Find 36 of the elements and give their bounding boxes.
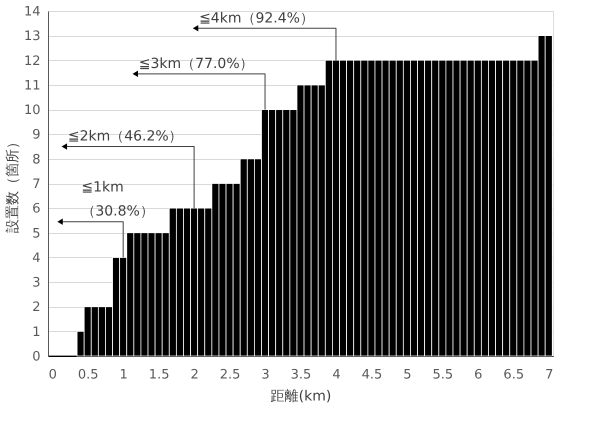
y-tick-label: 9	[32, 128, 40, 143]
annotation: ≦1km （30.8%）	[81, 180, 154, 220]
x-tick-label: 3.5	[290, 368, 312, 382]
y-tick-label: 4	[32, 250, 40, 266]
x-tick-label: 3	[261, 368, 270, 382]
x-tick-label: 2.5	[220, 368, 240, 382]
x-tick-label: 1.5	[148, 368, 170, 382]
x-tick-label: 5	[403, 368, 412, 382]
y-tick-label: 6	[32, 202, 40, 217]
x-tick-label: 5.5	[432, 368, 454, 382]
y-tick-label: 10	[24, 103, 40, 118]
x-tick-label: 7	[545, 368, 554, 382]
x-tick-label: 6	[474, 368, 482, 382]
y-tick-label: 11	[24, 78, 40, 94]
y-tick-label: 3	[32, 276, 40, 291]
x-tick-label: 6.5	[503, 368, 524, 382]
x-tick-label: 2	[190, 368, 199, 382]
y-tick-label: 13	[24, 29, 40, 44]
x-tick-label: 1	[120, 368, 128, 382]
y-tick-label: 1	[32, 324, 40, 340]
y-tick-label: 5	[32, 226, 40, 242]
y-tick-label: 2	[32, 300, 40, 316]
x-tick-label: 0.5	[78, 368, 99, 382]
annotation: ≦2km（46.2%）	[68, 128, 183, 145]
y-tick-label: 14	[24, 4, 40, 20]
y-tick-label: 0	[32, 350, 40, 364]
annotation: ≦3km（77.0%）	[138, 56, 254, 72]
y-tick-label: 12	[24, 54, 40, 69]
y-tick-label: 8	[32, 152, 40, 168]
x-axis-title: 距離(km)	[270, 388, 332, 404]
y-tick-label: 7	[32, 177, 40, 192]
x-tick-label: 4	[332, 368, 341, 382]
x-tick-label: 0	[48, 368, 57, 382]
x-tick-label: 4.5	[362, 368, 382, 382]
annotation: ≦4km（92.4%）	[199, 10, 314, 26]
y-axis-title: 設置数（箇所）	[4, 135, 21, 233]
